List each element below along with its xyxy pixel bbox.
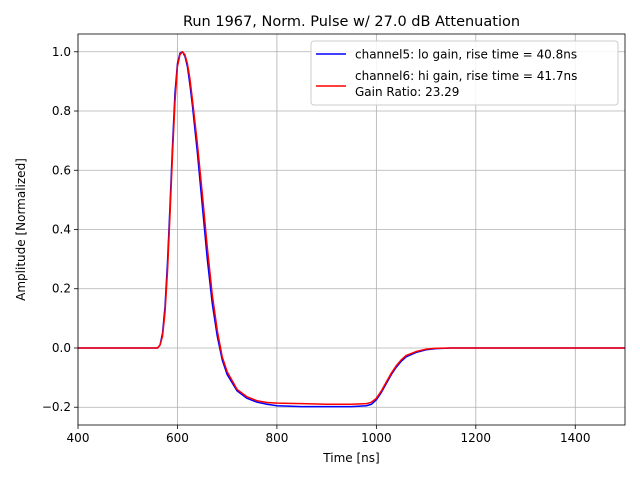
series-line-channel6 [78, 51, 625, 406]
y-tick-label: −0.2 [42, 400, 71, 414]
legend-gain-ratio: Gain Ratio: 23.29 [355, 85, 459, 99]
x-tick-label: 600 [166, 431, 189, 445]
x-tick-label: 400 [67, 431, 90, 445]
legend-box [310, 40, 619, 106]
y-tick-label: 0.6 [52, 163, 71, 177]
y-tick-label: 1.0 [52, 45, 71, 59]
x-tick-label: 1200 [461, 431, 492, 445]
chart-title: Run 1967, Norm. Pulse w/ 27.0 dB Attenua… [183, 14, 520, 30]
y-tick-label: 0.2 [52, 282, 71, 296]
y-tick-label: 0.8 [52, 104, 71, 118]
legend-label-channel5: channel5: lo gain, rise time = 40.8ns [355, 48, 577, 62]
x-tick-label: 1000 [361, 431, 392, 445]
x-tick-label: 800 [265, 431, 288, 445]
x-axis-label: Time [ns] [322, 451, 379, 465]
y-axis-label: Amplitude [Normalized] [14, 158, 28, 301]
axis-ticks: 400 600 800 1000 1200 1400 −0.2 0.0 0.2 0.4 0.6 0.8… [42, 45, 591, 445]
x-tick-label: 1400 [560, 431, 591, 445]
legend-label-channel6: channel6: hi gain, rise time = 41.7ns [355, 69, 577, 83]
legend: channel5: lo gain, rise time = 40.8ns ch… [310, 40, 619, 106]
series-layer [78, 51, 625, 408]
y-tick-label: 0.4 [52, 223, 71, 237]
y-tick-label: 0.0 [52, 341, 71, 355]
